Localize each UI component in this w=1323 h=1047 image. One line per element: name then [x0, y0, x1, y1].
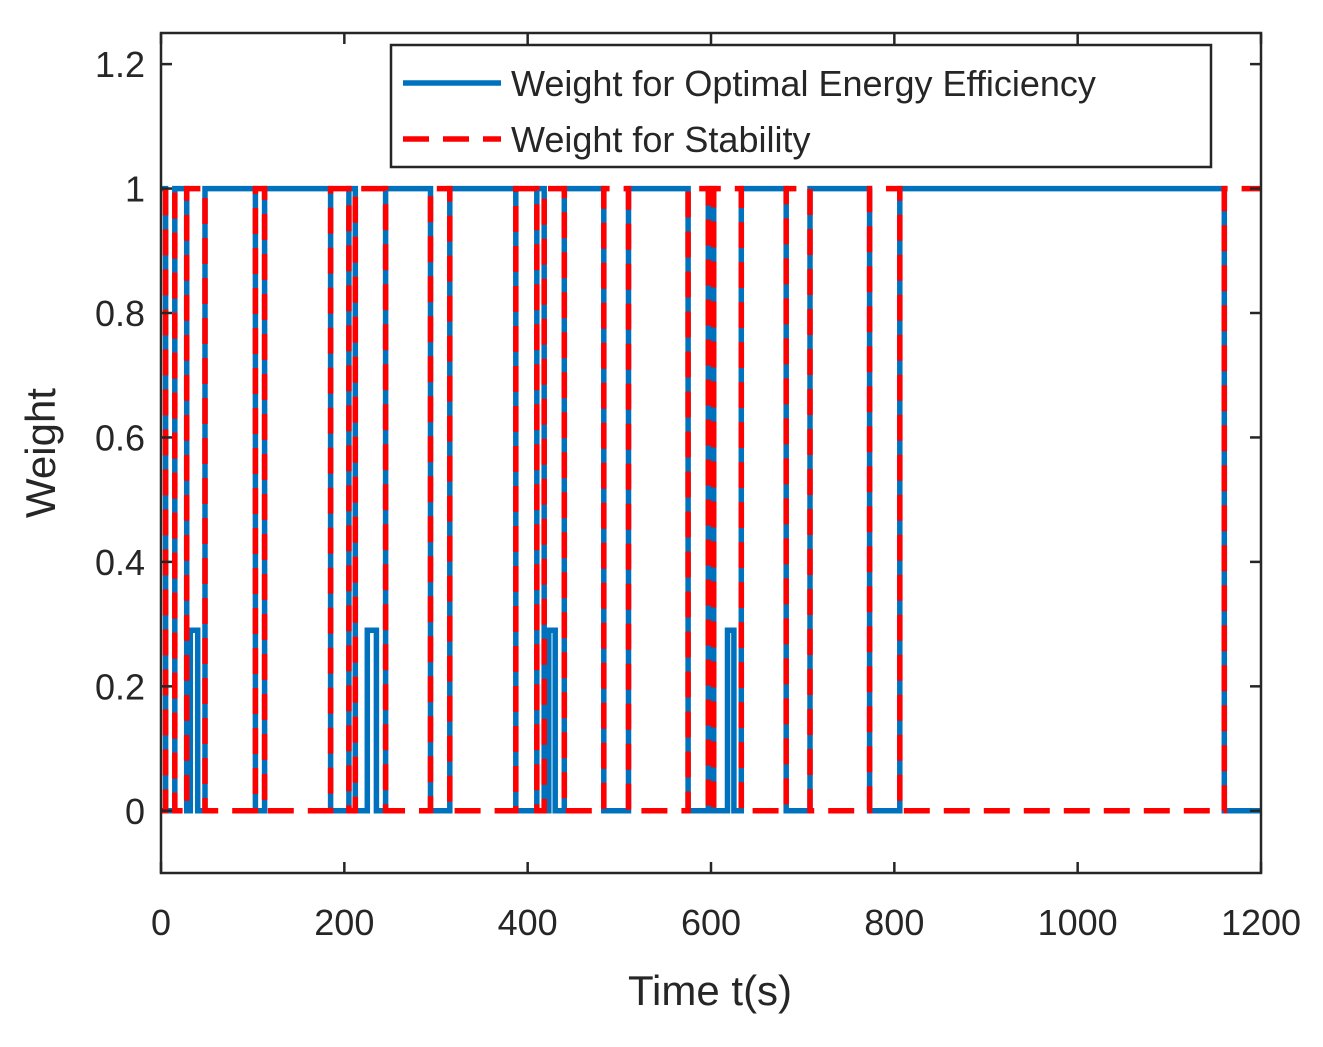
x-tick-label: 1000 [1038, 902, 1118, 943]
data-line [161, 185, 1261, 814]
y-axis-label: Weight [17, 388, 64, 518]
legend-label: Weight for Optimal Energy Efficiency [511, 63, 1096, 104]
x-tick-label: 200 [314, 902, 374, 943]
y-tick-label: 0.6 [95, 417, 145, 458]
legend-box [389, 43, 1213, 169]
x-tick-label: 600 [681, 902, 741, 943]
y-tick-label: 1 [125, 169, 145, 210]
y-tick-label: 0.4 [95, 542, 145, 583]
x-tick-label: 0 [151, 902, 171, 943]
y-tick-label: 1.2 [95, 44, 145, 85]
x-tick-label: 1200 [1221, 902, 1301, 943]
y-tick-label: 0 [125, 791, 145, 832]
y-tick-label: 0.2 [95, 666, 145, 707]
x-tick-label: 400 [498, 902, 558, 943]
x-tick-label: 800 [864, 902, 924, 943]
legend-label: Weight for Stability [511, 119, 810, 160]
x-axis-label: Time t(s) [628, 967, 792, 1014]
y-tick-label: 0.8 [95, 293, 145, 334]
